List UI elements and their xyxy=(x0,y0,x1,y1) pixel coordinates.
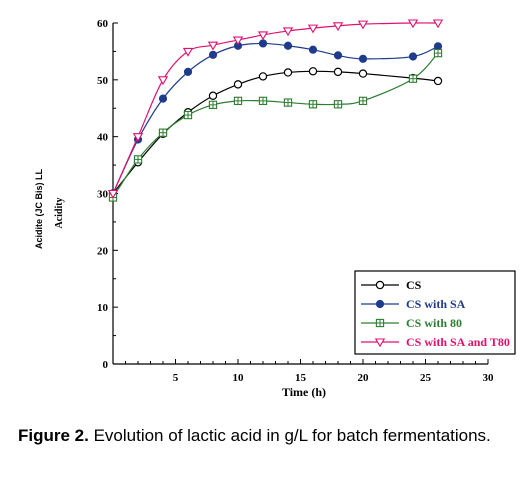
x-tick-label: 30 xyxy=(483,372,495,384)
series-2 xyxy=(108,39,443,198)
data-point xyxy=(433,42,443,51)
tick-labels: 0 10 20 30 40 50 60 5 10 15 20 25 30 xyxy=(97,18,494,384)
data-point xyxy=(233,80,243,89)
legend-label: CS with SA and T80 xyxy=(406,335,510,349)
figure-caption: Figure 2. Evolution of lactic acid in g/… xyxy=(18,426,518,446)
x-tick-label: 20 xyxy=(358,372,370,384)
series-line xyxy=(112,22,439,194)
data-point xyxy=(332,22,344,32)
caption-text: Evolution of lactic acid in g/L for batc… xyxy=(88,426,491,445)
series-line xyxy=(112,52,439,198)
y-tick-label: 0 xyxy=(103,359,109,371)
caption-label: Figure 2. xyxy=(18,426,89,445)
data-point xyxy=(158,94,168,103)
data-point xyxy=(257,31,269,41)
series-4 xyxy=(107,19,444,199)
data-point xyxy=(258,96,268,106)
data-point xyxy=(233,96,243,106)
x-tick-label: 10 xyxy=(233,372,245,384)
data-point xyxy=(107,189,119,199)
data-point xyxy=(283,41,293,50)
legend-entry: CS with 80 xyxy=(361,316,462,330)
y-tick-label: 30 xyxy=(97,189,109,201)
series-line xyxy=(112,42,439,194)
x-tick-label: 25 xyxy=(420,372,432,384)
data-point xyxy=(282,27,294,37)
data-point xyxy=(407,19,419,29)
y-tick-label: 20 xyxy=(97,245,109,257)
x-tick-label: 5 xyxy=(173,372,179,384)
legend-marker xyxy=(375,280,385,290)
data-point xyxy=(433,76,443,86)
data-point xyxy=(283,68,293,77)
data-point xyxy=(258,72,268,81)
data-point xyxy=(357,20,369,30)
legend: CS CS with SA CS with 80 CS with SA and T80 xyxy=(354,270,516,355)
series-group xyxy=(107,19,444,202)
legend-entry: CS with SA and T80 xyxy=(361,335,510,349)
data-point xyxy=(208,91,218,100)
legend-entry: CS with SA xyxy=(361,297,466,311)
data-point xyxy=(308,45,318,54)
data-point xyxy=(157,76,169,86)
y-tick-label: 50 xyxy=(97,75,109,87)
data-point xyxy=(232,36,244,46)
legend-entry: CS xyxy=(361,278,422,292)
y-axis-label-secondary: Acidity xyxy=(54,197,65,228)
data-point xyxy=(133,155,143,164)
legend-marker xyxy=(375,299,385,309)
legend-label: CS with 80 xyxy=(406,316,462,330)
legend-marker xyxy=(374,338,386,348)
y-tick-label: 40 xyxy=(97,132,109,144)
data-point xyxy=(358,69,368,78)
series-3 xyxy=(108,48,443,202)
data-point xyxy=(132,133,144,142)
data-point xyxy=(408,52,418,61)
data-point xyxy=(333,100,343,109)
data-point xyxy=(358,96,368,106)
data-point xyxy=(208,100,218,109)
data-point xyxy=(258,39,268,48)
x-tick-label: 15 xyxy=(295,372,307,384)
data-point xyxy=(432,19,444,29)
data-point xyxy=(183,110,193,120)
x-axis-label: Time (h) xyxy=(282,385,326,399)
y-axis-label: Acidite (JC Bis) LL xyxy=(34,168,44,249)
y-tick-label: 10 xyxy=(97,302,109,314)
data-point xyxy=(333,51,343,60)
data-point xyxy=(308,67,318,76)
legend-label: CS with SA xyxy=(406,297,466,311)
data-point xyxy=(333,67,343,77)
data-point xyxy=(358,54,368,63)
data-point xyxy=(433,48,443,58)
data-point xyxy=(183,67,193,76)
data-point xyxy=(158,128,168,137)
data-point xyxy=(208,50,218,59)
data-point xyxy=(307,24,319,34)
data-point xyxy=(207,41,219,51)
line-chart: 0 10 20 30 40 50 60 5 10 15 20 25 30 Time (h) Acidit… xyxy=(34,18,516,399)
y-tick-label: 60 xyxy=(97,18,109,30)
data-point xyxy=(308,100,318,109)
data-point xyxy=(283,98,293,107)
legend-marker xyxy=(375,318,385,328)
legend-label: CS xyxy=(406,278,422,292)
data-point xyxy=(408,74,418,83)
data-point xyxy=(182,47,194,57)
